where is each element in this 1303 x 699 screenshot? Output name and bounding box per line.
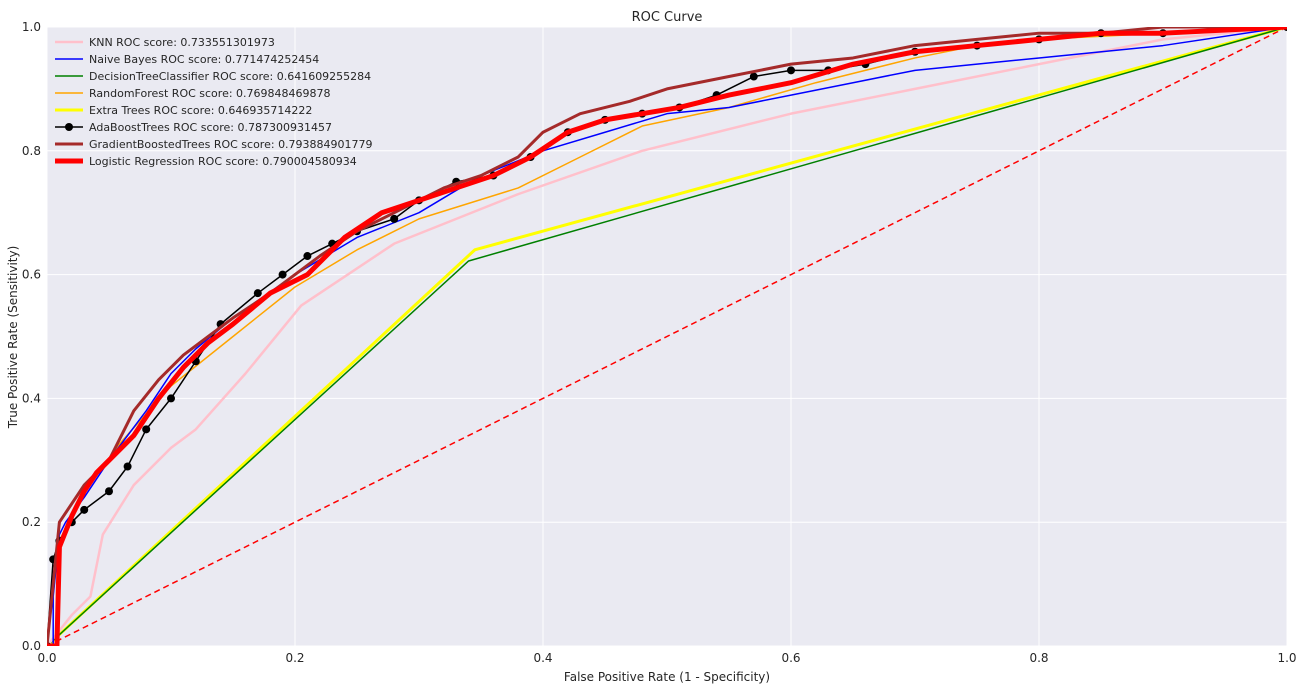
legend-entry: Naive Bayes ROC score: 0.771474252454 bbox=[89, 53, 319, 66]
chart-title: ROC Curve bbox=[632, 10, 703, 25]
series-point-5 bbox=[167, 394, 175, 403]
series-layer bbox=[47, 27, 1287, 646]
series-line-0 bbox=[47, 27, 1287, 646]
series-point-5 bbox=[303, 252, 312, 261]
series-point-5 bbox=[253, 289, 262, 298]
x-tick-label: 0.0 bbox=[37, 651, 56, 665]
series-point-5 bbox=[390, 214, 399, 223]
y-tick-label: 0.6 bbox=[22, 268, 41, 282]
y-tick-label: 1.0 bbox=[22, 20, 41, 34]
series-point-5 bbox=[142, 425, 151, 434]
series-point-5 bbox=[123, 462, 132, 471]
series-line-2 bbox=[47, 27, 1287, 646]
legend-entry: GradientBoostedTrees ROC score: 0.793884… bbox=[89, 138, 373, 151]
x-tick-label: 1.0 bbox=[1277, 651, 1296, 665]
series-point-5 bbox=[278, 270, 287, 279]
series-point-5 bbox=[787, 66, 795, 75]
series-line-6 bbox=[47, 27, 1287, 646]
legend-entry: KNN ROC score: 0.733551301973 bbox=[89, 36, 275, 49]
series-line-8 bbox=[47, 27, 1287, 646]
legend-marker-5 bbox=[65, 123, 73, 131]
grid-lines bbox=[46, 26, 1288, 647]
series-point-5 bbox=[105, 487, 113, 496]
x-tick-label: 0.4 bbox=[533, 651, 552, 665]
x-tick-label: 0.6 bbox=[781, 651, 800, 665]
series-line-7 bbox=[47, 27, 1287, 646]
x-axis-label: False Positive Rate (1 - Specificity) bbox=[564, 670, 770, 684]
legend-entry: Extra Trees ROC score: 0.646935714222 bbox=[89, 104, 312, 117]
tick-labels: 0.0 0.2 0.4 0.6 0.8 1.0 0.0 0.2 0.4 0.6 0.8 1.0 bbox=[22, 20, 1297, 665]
legend-entry: Logistic Regression ROC score: 0.7900045… bbox=[89, 155, 357, 168]
y-tick-label: 0.2 bbox=[22, 515, 41, 529]
legend-entry: DecisionTreeClassifier ROC score: 0.6416… bbox=[89, 70, 371, 83]
series-point-5 bbox=[749, 72, 758, 81]
y-axis-label: True Positive Rate (Sensitivity) bbox=[6, 246, 20, 430]
x-tick-label: 0.2 bbox=[285, 651, 304, 665]
legend: KNN ROC score: 0.733551301973 Naive Bayes… bbox=[55, 36, 373, 168]
y-tick-label: 0.0 bbox=[22, 639, 41, 653]
y-tick-label: 0.4 bbox=[22, 391, 41, 405]
series-point-5 bbox=[80, 505, 89, 514]
series-line-4 bbox=[47, 27, 1287, 646]
x-tick-label: 0.8 bbox=[1029, 651, 1048, 665]
legend-entry: AdaBoostTrees ROC score: 0.787300931457 bbox=[89, 121, 332, 134]
legend-entry: RandomForest ROC score: 0.769848469878 bbox=[89, 87, 331, 100]
y-tick-label: 0.8 bbox=[22, 144, 41, 158]
